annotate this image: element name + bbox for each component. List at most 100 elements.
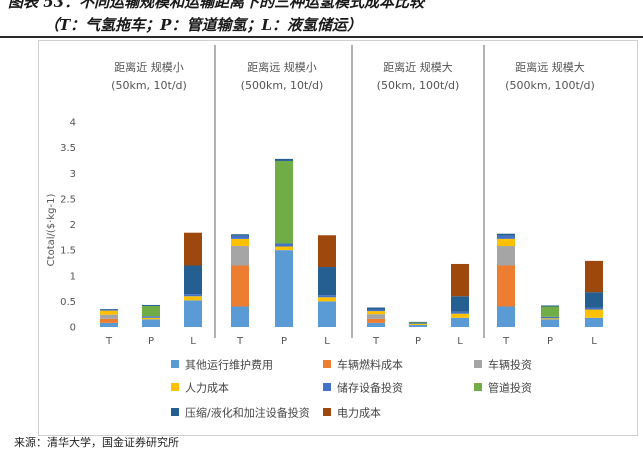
bar-segment <box>275 246 293 251</box>
legend-swatch <box>171 383 179 391</box>
bar-segment <box>409 323 427 325</box>
source-note: 来源：清华大学，国金证券研究所 <box>14 436 179 449</box>
y-axis: 0 0.5 1 1.5 2 2.5 3 3.5 4 <box>60 118 76 334</box>
legend-label: 车辆燃料成本 <box>337 358 403 372</box>
bar-segment <box>497 246 515 266</box>
group-label-bottom: (50km, 10t/d) <box>111 79 187 92</box>
legend-swatch <box>323 360 331 368</box>
bars <box>100 158 603 327</box>
bar-segment <box>541 318 559 320</box>
bar-segment <box>409 321 427 323</box>
bar-segment <box>231 238 249 247</box>
legend-label: 压缩/液化和加注设备投资 <box>185 406 310 420</box>
figure-title: 图表 53：不同运输规模和运输距离下的三种运氢模式成本比较 <box>8 0 425 11</box>
bar-segment <box>142 305 160 317</box>
y-tick-label: 4 <box>70 118 76 129</box>
x-tick-label: P <box>415 336 421 347</box>
bar-segment <box>585 317 603 327</box>
bar-segment <box>409 322 427 324</box>
bar-segment <box>318 297 336 302</box>
bar-segment <box>100 322 118 327</box>
bar-segment <box>451 313 469 318</box>
bar-segment <box>451 311 469 314</box>
y-tick-label: 3 <box>70 169 76 180</box>
bar-segment <box>367 311 385 315</box>
legend-label: 车辆投资 <box>488 358 532 372</box>
legend-label: 其他运行维护费用 <box>185 358 273 372</box>
x-tick-label: P <box>547 336 553 347</box>
bar-segment <box>367 314 385 319</box>
bar-segment <box>184 265 202 295</box>
group-label-top: 距离远 规模小 <box>247 60 317 74</box>
legend-label: 管道投资 <box>488 381 532 395</box>
x-tick-label: T <box>236 336 244 347</box>
bar-segment <box>184 296 202 301</box>
legend-swatch <box>323 408 331 416</box>
bar-segment <box>367 309 385 312</box>
bar-segment <box>142 316 160 318</box>
bar-segment <box>585 292 603 308</box>
legend-label: 电力成本 <box>337 406 381 420</box>
bar-segment <box>451 296 469 312</box>
bar-segment <box>275 250 293 327</box>
group-separators <box>214 45 485 338</box>
group-label-bottom: (500km, 100t/d) <box>505 79 595 92</box>
group-label-bottom: (50km, 100t/d) <box>377 79 460 92</box>
bar-segment <box>100 310 118 315</box>
x-tick-label: T <box>502 336 510 347</box>
legend-swatch <box>323 383 331 391</box>
y-tick-label: 0 <box>70 323 76 334</box>
group-label-top: 距离近 规模小 <box>114 60 184 74</box>
y-tick-label: 3.5 <box>60 143 76 154</box>
bar-segment <box>100 309 118 311</box>
bar-segment <box>541 306 559 317</box>
bar-segment <box>318 295 336 298</box>
legend-swatch <box>171 360 179 368</box>
y-tick-label: 1 <box>70 271 76 282</box>
bar-segment <box>275 243 293 247</box>
bar-segment <box>497 306 515 327</box>
bar-segment <box>367 318 385 323</box>
legend-label: 储存设备投资 <box>337 381 403 395</box>
bar-segment <box>409 323 427 325</box>
bar-segment <box>184 232 202 266</box>
bar-segment <box>184 294 202 297</box>
group-label-top: 距离近 规模大 <box>383 60 453 74</box>
legend-label: 人力成本 <box>185 381 229 395</box>
bar-segment <box>231 246 249 266</box>
group-label-bottom: (500km, 10t/d) <box>241 79 324 92</box>
x-tick-label: P <box>148 336 154 347</box>
bar-segment <box>451 263 469 297</box>
bar-segment <box>541 316 559 319</box>
x-tick-label: L <box>324 336 330 347</box>
y-tick-label: 2 <box>70 220 76 231</box>
bar-segment <box>100 314 118 319</box>
bar-segment <box>231 265 249 307</box>
x-tick-label: L <box>591 336 597 347</box>
y-tick-label: 2.5 <box>60 194 76 205</box>
bar-segment <box>541 305 559 307</box>
legend-swatch <box>474 360 482 368</box>
bar-segment <box>585 260 603 293</box>
bar-segment <box>497 233 515 236</box>
x-tick-label: T <box>372 336 380 347</box>
bar-segment <box>231 306 249 327</box>
bar-segment <box>100 309 118 310</box>
y-tick-label: 0.5 <box>60 297 76 308</box>
x-tick-label: L <box>190 336 196 347</box>
bar-segment <box>275 158 293 161</box>
group-labels: 距离近 规模小 (50km, 10t/d) 距离远 规模小 (500km, 10t/d… <box>111 60 595 92</box>
bar-segment <box>318 235 336 268</box>
bar-segment <box>100 318 118 323</box>
title-divider <box>0 36 643 38</box>
legend-swatch <box>474 383 482 391</box>
bar-segment <box>275 160 293 244</box>
y-tick-label: 1.5 <box>60 246 76 257</box>
bar-segment <box>497 235 515 239</box>
bar-segment <box>231 234 249 236</box>
bar-segment <box>497 265 515 307</box>
bar-segment <box>184 300 202 327</box>
bar-segment <box>451 317 469 327</box>
